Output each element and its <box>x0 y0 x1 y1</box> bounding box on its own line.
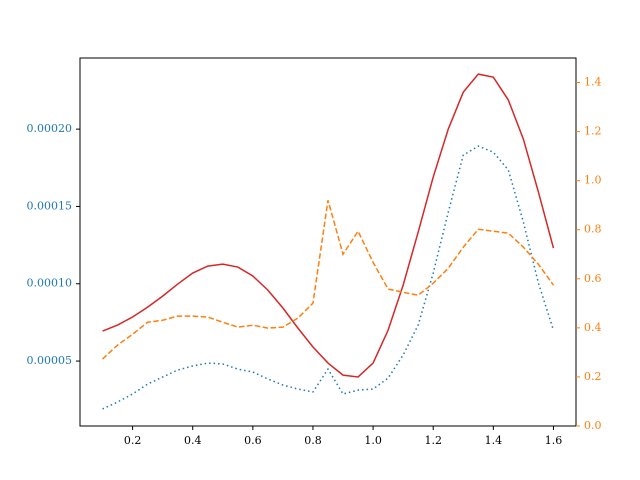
y2-tick-label: 0.2 <box>584 370 602 383</box>
y2-tick-label: 0.6 <box>584 272 602 285</box>
x-tick-label: 0.2 <box>124 434 142 447</box>
y-tick-label: 0.00015 <box>27 199 73 212</box>
y2-tick-label: 1.4 <box>584 76 602 89</box>
plot-frame <box>79 57 577 427</box>
series-line <box>102 145 555 410</box>
y-tick-label: 0.00020 <box>27 122 73 135</box>
x-tick-label: 1.6 <box>545 434 563 447</box>
x-tick-label: 1.2 <box>424 434 442 447</box>
x-tick-label: 1.0 <box>364 434 382 447</box>
series-line <box>102 200 555 360</box>
x-tick-label: 1.4 <box>485 434 503 447</box>
x-tick-label: 0.4 <box>184 434 202 447</box>
y-tick-label: 0.00010 <box>27 277 73 290</box>
x-tick-label: 0.8 <box>304 434 322 447</box>
x-tick-label: 0.6 <box>244 434 262 447</box>
y2-tick-label: 0.4 <box>584 321 602 334</box>
y2-tick-label: 1.0 <box>584 174 602 187</box>
y2-tick-label: 0.0 <box>584 419 602 432</box>
series-line <box>102 73 555 378</box>
y2-tick-label: 1.2 <box>584 125 602 138</box>
y2-tick-label: 0.8 <box>584 223 602 236</box>
y-tick-label: 0.00005 <box>27 354 73 367</box>
